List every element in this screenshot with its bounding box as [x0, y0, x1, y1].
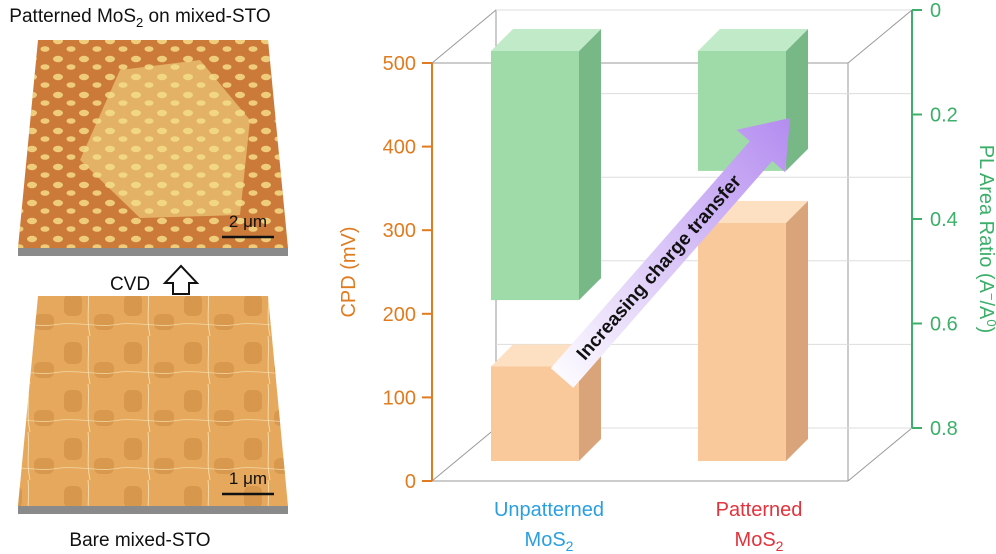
pl-tick-label: 0.2: [930, 105, 958, 127]
pl-tick-label: 0.8: [930, 418, 958, 440]
cpd-tick-label: 300: [383, 220, 416, 242]
top-panel-title: Patterned MoS2 on mixed-STO: [9, 6, 270, 30]
cpd-tick-label: 500: [383, 53, 416, 75]
cpd-axis-ticks: 0 100 200 300 400 500: [383, 53, 433, 493]
bar-side: [579, 29, 601, 301]
bar-top: [698, 29, 808, 51]
pl-tick-label: 0.4: [930, 209, 958, 231]
cvd-label: CVD: [110, 274, 150, 295]
pl-tick-label: 0.6: [930, 314, 958, 336]
bar-front: [491, 51, 579, 301]
top-scale-label: 2 μm: [229, 212, 267, 231]
cpd-tick-label: 200: [383, 304, 416, 326]
cpd-bar: [698, 200, 808, 462]
category-label-formula: MoS2: [735, 529, 784, 554]
bar-side: [786, 200, 808, 462]
category-label-formula: MoS2: [525, 529, 574, 554]
pl-bar: [491, 29, 601, 301]
pl-axis-label: PL Area Ratio (A−/A0): [975, 145, 996, 334]
cpd-tick-label: 400: [383, 137, 416, 159]
top-scale-bar: 2 μm: [222, 212, 274, 239]
category-label: Patterned: [716, 499, 803, 521]
category-label: Unpatterned: [494, 499, 604, 521]
cpd-tick-label: 100: [383, 387, 416, 409]
category-labels: Unpatterned MoS2 Patterned MoS2: [494, 499, 802, 554]
depth-edge: [431, 427, 497, 482]
up-arrow-icon: [162, 264, 200, 295]
bottom-panel-title: Bare mixed-STO: [69, 530, 210, 551]
bar-front: [698, 222, 786, 461]
bottom-scale-label: 1 μm: [229, 469, 267, 488]
depth-edge: [431, 9, 497, 64]
bar-top: [491, 29, 601, 51]
cpd-tick-label: 0: [405, 471, 416, 493]
bottom-scale-bar: 1 μm: [222, 469, 274, 496]
bar-front: [491, 366, 579, 461]
pl-axis-ticks: 0 0.2 0.4 0.6 0.8: [911, 0, 958, 440]
depth-edge: [847, 9, 913, 64]
bar-side: [786, 29, 808, 171]
cpd-axis-label: CPD (mV): [338, 226, 360, 317]
bottom-afm-image: [18, 296, 288, 514]
depth-edge: [847, 427, 913, 482]
pl-tick-label: 0: [930, 0, 941, 22]
top-afm-image: [18, 40, 288, 256]
